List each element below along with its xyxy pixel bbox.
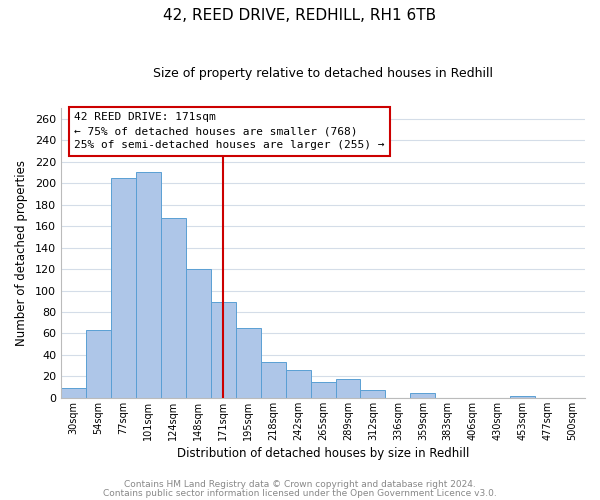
Bar [361, 390, 385, 398]
Bar [335, 378, 361, 398]
Bar [311, 382, 335, 398]
Bar [186, 269, 211, 398]
Text: 42 REED DRIVE: 171sqm
← 75% of detached houses are smaller (768)
25% of semi-det: 42 REED DRIVE: 171sqm ← 75% of detached … [74, 112, 385, 150]
Bar [61, 388, 86, 398]
Title: Size of property relative to detached houses in Redhill: Size of property relative to detached ho… [153, 68, 493, 80]
Bar [211, 302, 236, 398]
Bar [161, 218, 186, 398]
Bar [510, 396, 535, 398]
Bar [286, 370, 311, 398]
Bar [111, 178, 136, 398]
Text: 42, REED DRIVE, REDHILL, RH1 6TB: 42, REED DRIVE, REDHILL, RH1 6TB [163, 8, 437, 22]
Bar [236, 328, 260, 398]
Text: Contains public sector information licensed under the Open Government Licence v3: Contains public sector information licen… [103, 488, 497, 498]
Bar [86, 330, 111, 398]
Bar [136, 172, 161, 398]
Text: Contains HM Land Registry data © Crown copyright and database right 2024.: Contains HM Land Registry data © Crown c… [124, 480, 476, 489]
Bar [260, 362, 286, 398]
Y-axis label: Number of detached properties: Number of detached properties [15, 160, 28, 346]
X-axis label: Distribution of detached houses by size in Redhill: Distribution of detached houses by size … [177, 447, 469, 460]
Bar [410, 392, 436, 398]
